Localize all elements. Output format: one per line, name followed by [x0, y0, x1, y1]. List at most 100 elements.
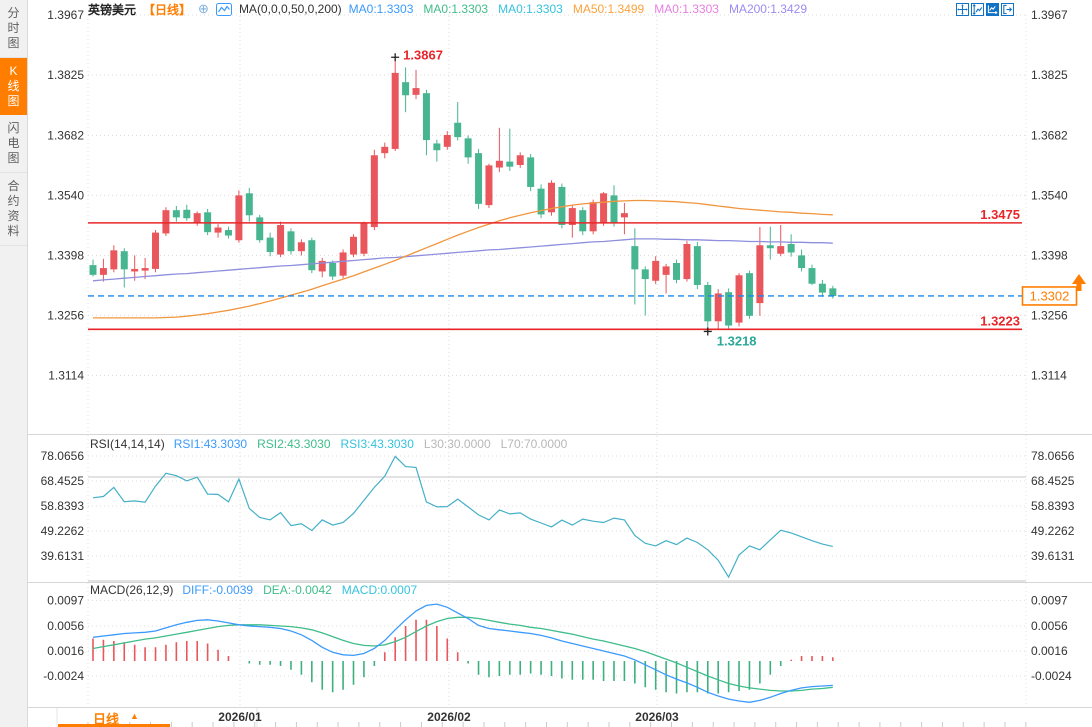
add-indicator-icon[interactable]: ⊕: [198, 1, 209, 16]
candle: [745, 273, 753, 316]
axis-label: 49.2262: [1031, 524, 1075, 538]
axis-label: 1.3825: [1031, 68, 1068, 82]
candle: [224, 230, 232, 236]
axis-label: 1.3256: [47, 308, 84, 322]
candle: [245, 193, 253, 216]
ma-value: MA0:1.3303: [498, 2, 563, 16]
candle: [787, 243, 795, 253]
candle: [652, 260, 660, 281]
candle: [631, 246, 639, 270]
chart-header: 英镑美元 【日线】 ⊕ MA(0,0,0,50,0,200) MA0:1.330…: [88, 1, 807, 17]
candle: [339, 252, 347, 276]
chart-toolbar: [956, 3, 1014, 16]
period-selector-arrow-icon: ▲: [130, 711, 139, 721]
rsi-header: RSI(14,14,14) RSI1:43.3030 RSI2:43.3030 RS…: [90, 437, 567, 451]
candle: [454, 122, 462, 138]
candle: [662, 266, 670, 275]
pan-icon[interactable]: [956, 3, 969, 16]
fit-vertical-icon[interactable]: [971, 3, 984, 16]
sidebar: 分时图 K线图 闪电图 合约资料: [0, 0, 28, 727]
rsi-values: RSI1:43.3030 RSI2:43.3030 RSI3:43.3030 L30:…: [174, 437, 568, 451]
rsi-title: RSI(14,14,14): [90, 437, 165, 451]
chart-type-icon[interactable]: [215, 2, 232, 16]
sidebar-tab-lightning[interactable]: 闪电图: [0, 115, 27, 173]
current-price-box: [1021, 286, 1078, 306]
candle: [673, 263, 681, 280]
macd-histogram: [92, 619, 834, 694]
period-active-underline: [58, 724, 170, 727]
candle: [256, 217, 264, 241]
period-tag[interactable]: 【日线】: [143, 2, 192, 17]
fit-horizontal-icon[interactable]: [986, 3, 999, 16]
axis-label: 78.0656: [41, 449, 85, 463]
candle: [318, 260, 326, 272]
axis-label: 1.3540: [47, 188, 84, 202]
period-selector-label: 日线: [93, 712, 120, 727]
macd-dea-line: [92, 616, 833, 692]
candle: [152, 232, 160, 269]
candle: [235, 195, 243, 241]
ma-value: MA0:1.3303: [654, 2, 719, 16]
price-arrow-icon: [1072, 273, 1086, 284]
candle: [329, 263, 337, 277]
current-price-label: 1.3302: [1030, 288, 1070, 303]
candle: [558, 186, 566, 225]
axis-label: 1.3256: [1031, 308, 1068, 322]
axis-label: 1.3967: [1031, 8, 1068, 22]
candle: [735, 275, 743, 323]
candle: [350, 236, 357, 255]
macd-value: MACD:0.0007: [341, 583, 418, 597]
axis-label: 68.4525: [41, 474, 85, 488]
candle: [589, 202, 597, 232]
candle: [641, 269, 649, 280]
candle: [547, 182, 555, 213]
axis-label: 39.6131: [41, 549, 85, 563]
axis-label: 0.0097: [1031, 593, 1068, 607]
exit-icon[interactable]: [1001, 3, 1014, 16]
candle: [402, 82, 410, 96]
date-label: 2026/02: [427, 710, 471, 724]
ma-value: MA50:1.3499: [572, 2, 645, 16]
sidebar-tab-kline[interactable]: K线图: [0, 58, 27, 115]
candle: [610, 195, 618, 224]
candle: [516, 155, 524, 165]
candle: [131, 268, 139, 272]
candle: [620, 213, 628, 218]
macd-values: DIFF:-0.0039 DEA:-0.0042 MACD:0.0007: [182, 583, 417, 597]
axis-label: 1.3398: [47, 248, 84, 262]
candle: [443, 134, 451, 147]
macd-title: MACD(26,12,9): [90, 583, 174, 597]
candle: [370, 155, 378, 228]
candle: [464, 138, 472, 158]
axis-label: 78.0656: [1031, 449, 1075, 463]
candle: [287, 231, 295, 252]
candle: [120, 251, 128, 270]
sidebar-tab-contract-info[interactable]: 合约资料: [0, 173, 27, 246]
rsi-value: L30:30.0000: [423, 437, 491, 451]
axis-label: 0.0016: [1031, 644, 1068, 658]
low-annotation: 1.3218: [717, 333, 757, 348]
candle: [600, 193, 608, 223]
axis-label: 0.0056: [47, 619, 84, 633]
ma-value: MA0:1.3303: [423, 2, 489, 16]
period-selector[interactable]: 日线 ▲: [58, 708, 198, 727]
symbol-name: 英镑美元: [88, 2, 137, 17]
axis-label: 49.2262: [41, 524, 85, 538]
axis-label: 1.3682: [47, 128, 84, 142]
candle: [725, 292, 733, 326]
axis-label: -0.0024: [43, 669, 84, 683]
sidebar-tab-timeshare[interactable]: 分时图: [0, 0, 27, 58]
candle: [818, 283, 826, 293]
candle: [110, 250, 118, 270]
candle: [527, 157, 535, 187]
axis-label: 68.4525: [1031, 474, 1075, 488]
date-label: 2026/01: [218, 710, 262, 724]
candle: [756, 245, 764, 304]
candle: [537, 188, 545, 215]
candle: [214, 227, 222, 233]
candle: [412, 88, 420, 95]
candle: [495, 160, 503, 168]
macd-value: DIFF:-0.0039: [182, 583, 254, 597]
rsi-value: RSI2:43.3030: [257, 437, 331, 451]
